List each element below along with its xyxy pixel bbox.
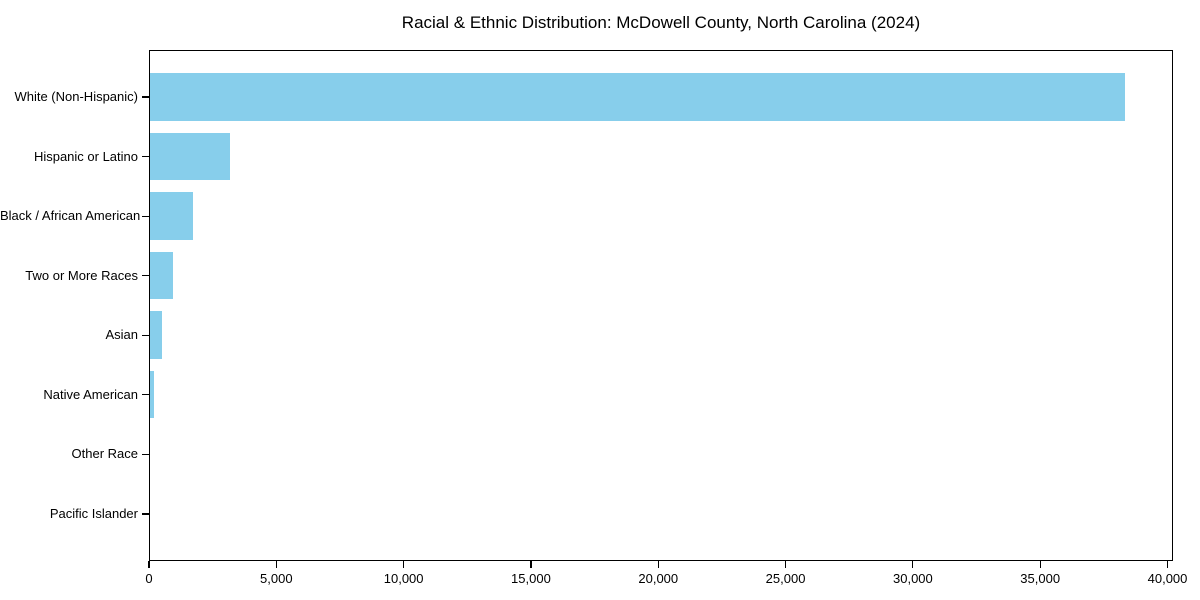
bar-two-or-more-races: [150, 251, 173, 300]
bar-hispanic-or-latino: [150, 132, 231, 181]
x-tick-20,000: [657, 561, 659, 568]
y-tick-white-non-hispanic: [142, 96, 149, 98]
x-tick-label-0: 0: [145, 571, 153, 586]
x-tick-label-15,000: 15,000: [511, 571, 551, 586]
bar-black-african-american: [150, 192, 194, 240]
bar-native-american: [150, 370, 155, 419]
x-tick-5,000: [275, 561, 277, 568]
y-tick-black-african-american: [142, 215, 149, 217]
y-tick-hispanic-or-latino: [142, 156, 149, 158]
bar-white-non-hispanic: [150, 73, 1126, 121]
x-tick-35,000: [1039, 561, 1041, 568]
x-tick-label-10,000: 10,000: [383, 571, 424, 586]
y-axis-label-hispanic-or-latino: Hispanic or Latino: [33, 148, 138, 164]
x-tick-label-5,000: 5,000: [260, 571, 293, 586]
x-tick-10,000: [403, 561, 405, 568]
x-tick-label-30,000: 30,000: [892, 571, 933, 586]
y-axis-label-black-african-american: Black / African American: [0, 208, 141, 224]
y-tick-asian: [142, 334, 149, 336]
y-axis-label-two-or-more-races: Two or More Races: [25, 267, 138, 283]
plot-area: [149, 50, 1173, 561]
bar-asian: [150, 311, 163, 359]
x-tick-25,000: [784, 561, 787, 568]
x-tick-0: [148, 561, 150, 568]
x-tick-15,000: [530, 561, 532, 568]
x-tick-label-35,000: 35,000: [1020, 571, 1061, 586]
y-tick-pacific-islander: [142, 513, 149, 515]
y-axis-label-pacific-islander: Pacific Islander: [49, 505, 138, 521]
x-tick-label-25,000: 25,000: [765, 571, 806, 586]
y-axis-label-asian: Asian: [105, 327, 138, 343]
chart-title: Racial & Ethnic Distribution: McDowell C…: [401, 13, 921, 32]
y-axis-label-native-american: Native American: [43, 386, 138, 402]
y-tick-other-race: [142, 453, 149, 455]
x-tick-label-40,000: 40,000: [1147, 571, 1188, 586]
x-tick-40,000: [1166, 561, 1169, 568]
x-tick-30,000: [912, 561, 914, 568]
y-axis-label-other-race: Other Race: [71, 446, 138, 462]
y-axis-label-white-non-hispanic: White (Non-Hispanic): [14, 89, 138, 105]
y-tick-native-american: [142, 394, 149, 396]
y-tick-two-or-more-races: [142, 275, 149, 277]
x-tick-label-20,000: 20,000: [638, 571, 679, 586]
